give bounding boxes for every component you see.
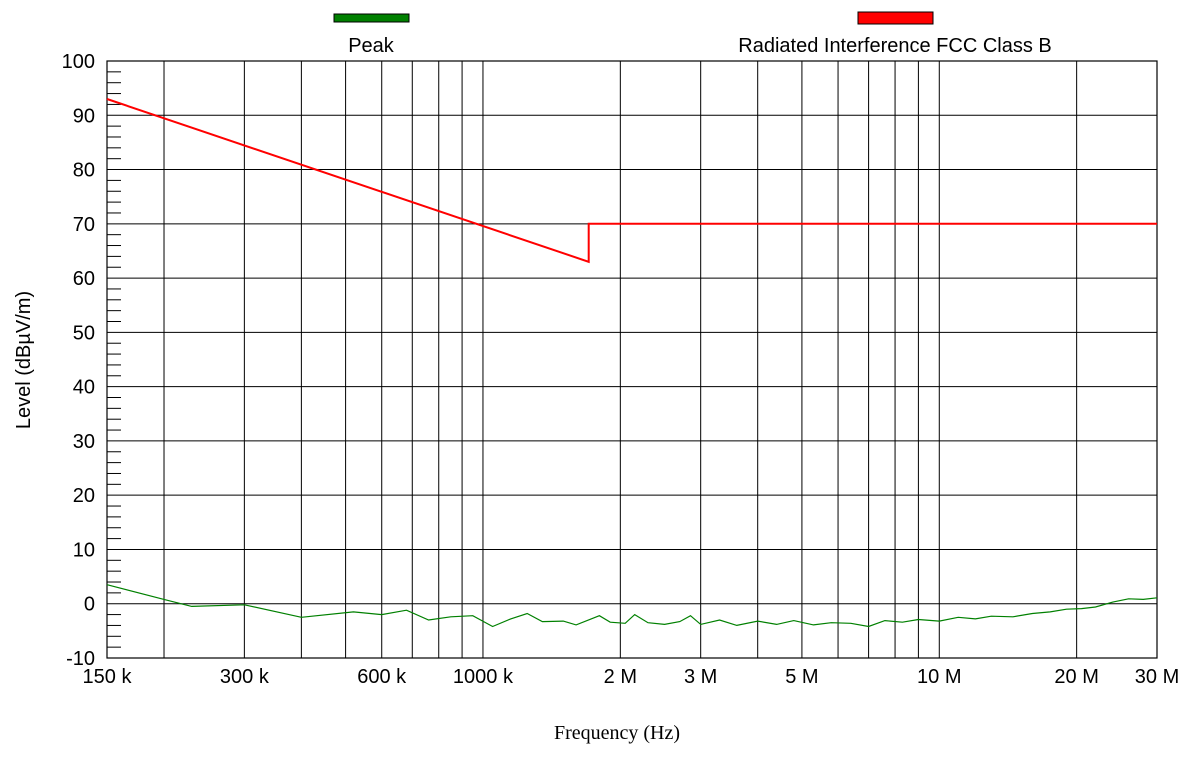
legend-label-fcc-class-b: Radiated Interference FCC Class B bbox=[738, 35, 1051, 57]
y-tick-label: 30 bbox=[73, 431, 95, 453]
y-tick-label: 60 bbox=[73, 268, 95, 290]
series-layer bbox=[106, 98, 1158, 628]
x-tick-label: 300 k bbox=[220, 666, 270, 688]
y-tick-label: 10 bbox=[73, 539, 95, 561]
x-tick-label: 20 M bbox=[1054, 666, 1098, 688]
x-tick-label: 5 M bbox=[785, 666, 818, 688]
y-tick-label: 50 bbox=[73, 322, 95, 344]
y-tick-label: 100 bbox=[62, 51, 95, 73]
x-tick-labels: 150 k 300 k 600 k 1000 k 2 M 3 M 5 M 10 M 20 M 30… bbox=[83, 666, 1180, 688]
grid-lines bbox=[107, 60, 1158, 659]
series-line-peak bbox=[106, 584, 1158, 628]
plot-frame bbox=[106, 60, 1158, 659]
legend: Peak Radiated Interference FCC Class B bbox=[333, 11, 1052, 57]
y-tick-label: 90 bbox=[73, 105, 95, 127]
legend-swatch-peak bbox=[333, 13, 410, 23]
y-tick-label: 40 bbox=[73, 377, 95, 399]
x-tick-label: 150 k bbox=[83, 666, 133, 688]
legend-label-peak: Peak bbox=[348, 35, 395, 57]
y-tick-label: -10 bbox=[66, 648, 95, 670]
x-tick-label: 10 M bbox=[917, 666, 961, 688]
minor-ticks bbox=[107, 71, 121, 648]
x-tick-label: 30 M bbox=[1135, 666, 1179, 688]
x-tick-label: 2 M bbox=[604, 666, 637, 688]
y-tick-labels: -10 0 10 20 30 40 50 60 70 80 90 100 bbox=[62, 51, 95, 670]
y-tick-label: 80 bbox=[73, 160, 95, 182]
y-tick-label: 0 bbox=[84, 594, 95, 616]
y-tick-label: 20 bbox=[73, 485, 95, 507]
x-tick-label: 1000 k bbox=[453, 666, 514, 688]
x-tick-label: 600 k bbox=[357, 666, 407, 688]
series-line-fcc-class-b-limit bbox=[106, 98, 1157, 264]
legend-swatch-fcc-class-b bbox=[857, 11, 934, 25]
y-tick-label: 70 bbox=[73, 214, 95, 236]
x-axis-label: Frequency (Hz) bbox=[554, 722, 680, 744]
y-axis-label: Level (dBµV/m) bbox=[13, 291, 35, 429]
x-tick-label: 3 M bbox=[684, 666, 717, 688]
